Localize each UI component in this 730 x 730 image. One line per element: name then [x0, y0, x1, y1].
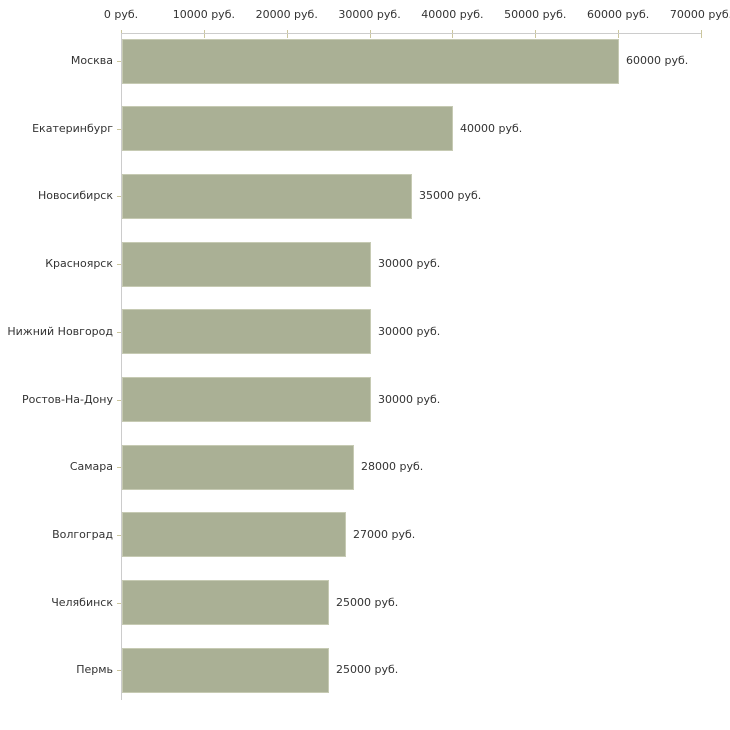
value-label: 35000 руб. [419, 189, 482, 202]
y-axis-tick [117, 264, 121, 265]
y-axis-tick [117, 467, 121, 468]
y-axis-tick [117, 603, 121, 604]
category-label: Новосибирск [37, 189, 113, 202]
x-axis-tick-label: 70000 руб. [669, 8, 730, 21]
x-axis-tick-label: 20000 руб. [255, 8, 318, 21]
bar [122, 242, 371, 287]
bar [122, 580, 329, 625]
bar [122, 309, 371, 354]
x-axis-tick-label: 40000 руб. [421, 8, 484, 21]
bar [122, 512, 346, 557]
category-label: Челябинск [51, 596, 113, 609]
category-label: Пермь [76, 663, 113, 676]
x-axis-tick [452, 30, 454, 38]
value-label: 28000 руб. [361, 460, 424, 473]
category-label: Нижний Новгород [7, 325, 113, 338]
value-label: 25000 руб. [336, 596, 399, 609]
bar [122, 174, 412, 219]
y-axis-tick [117, 670, 121, 671]
x-axis-tick-label: 0 руб. [103, 8, 139, 21]
x-axis-tick [286, 30, 288, 38]
value-label: 40000 руб. [460, 122, 523, 135]
bar [122, 106, 453, 151]
x-axis-tick-label: 10000 руб. [172, 8, 235, 21]
x-axis-tick [618, 30, 620, 38]
value-label: 30000 руб. [378, 325, 441, 338]
x-axis-line [121, 33, 701, 34]
category-label: Волгоград [52, 528, 113, 541]
category-label: Ростов-На-Дону [21, 393, 113, 406]
x-axis-tick [369, 30, 371, 38]
x-axis-tick-label: 30000 руб. [338, 8, 401, 21]
x-axis-tick [535, 30, 537, 38]
y-axis-tick [117, 332, 121, 333]
category-label: Красноярск [45, 257, 113, 270]
y-axis-tick [117, 196, 121, 197]
category-label: Москва [70, 54, 113, 67]
y-axis-line [121, 33, 122, 700]
value-label: 30000 руб. [378, 393, 441, 406]
bar [122, 377, 371, 422]
bar [122, 445, 354, 490]
x-axis-tick-label: 60000 руб. [587, 8, 650, 21]
bar [122, 648, 329, 693]
y-axis-tick [117, 61, 121, 62]
value-label: 27000 руб. [353, 528, 416, 541]
value-label: 60000 руб. [626, 54, 689, 67]
category-label: Екатеринбург [32, 122, 113, 135]
x-axis-tick [203, 30, 205, 38]
value-label: 30000 руб. [378, 257, 441, 270]
x-axis-tick-label: 50000 руб. [504, 8, 567, 21]
value-label: 25000 руб. [336, 663, 399, 676]
y-axis-tick [117, 535, 121, 536]
x-axis-tick [701, 30, 702, 38]
y-axis-tick [117, 400, 121, 401]
y-axis-tick [117, 129, 121, 130]
category-label: Самара [69, 460, 113, 473]
bar [122, 39, 619, 84]
